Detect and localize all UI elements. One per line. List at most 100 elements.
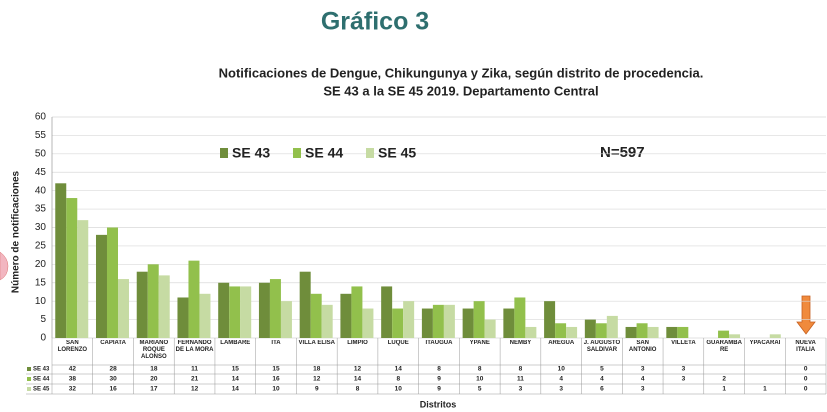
y-tick-label: 35 [35, 204, 47, 215]
table-value: 28 [109, 366, 117, 373]
y-tick-label: 60 [35, 112, 47, 123]
x-tick-label-box: FERNANDO DE LA MORA [176, 340, 214, 353]
x-tick-label-box: YPANE [469, 340, 490, 346]
table-value: 11 [517, 376, 524, 383]
bar [55, 183, 67, 338]
table-value: 11 [191, 366, 198, 373]
table-value: 6 [600, 386, 604, 393]
x-tick-label-box: ÑEMBY [510, 340, 532, 346]
legend-label: SE 44 [305, 145, 343, 161]
table-value: 9 [315, 386, 319, 393]
x-tick-label: YPANE [469, 340, 490, 346]
bar [66, 198, 78, 338]
table-value: 10 [558, 366, 566, 373]
table-value: 4 [641, 376, 645, 383]
table-value: 18 [313, 366, 321, 373]
table-value: 42 [69, 366, 77, 373]
table-value: 10 [476, 376, 484, 383]
table-value: 0 [804, 366, 808, 373]
bar [258, 282, 270, 338]
table-value: 12 [354, 366, 362, 373]
table-value: 9 [437, 386, 441, 393]
x-tick-label: J. AUGUSTO SALDIVAR [583, 340, 621, 353]
x-tick-label: ITA [271, 340, 281, 346]
x-tick-label-box: VILLA ELISA [299, 340, 335, 346]
x-tick-label: NUEVA ITALIA [795, 340, 816, 353]
x-tick-label-box: AREGUA [548, 340, 575, 346]
x-tick-label-box: ITA [271, 340, 281, 346]
y-tick-label: 0 [40, 333, 46, 344]
x-axis-label: Distritos [420, 399, 457, 409]
page-title: Gráfico 3 [321, 8, 429, 36]
table-value: 14 [232, 386, 240, 393]
table-value: 16 [109, 386, 117, 393]
table-value: 8 [437, 366, 441, 373]
y-tick-label: 5 [40, 314, 46, 325]
bar [158, 275, 170, 338]
bar [340, 293, 352, 338]
x-tick-label: VILLETA [671, 340, 696, 346]
table-row-label: SE 44 [33, 377, 50, 383]
table-value: 10 [272, 386, 280, 393]
bar [769, 334, 781, 338]
bar [462, 308, 474, 338]
y-tick-label: 50 [35, 148, 47, 159]
table-value: 14 [354, 376, 362, 383]
bar [229, 286, 241, 338]
x-tick-label-box: YPACARAI [749, 340, 781, 346]
x-tick-label-box: LUQUE [388, 340, 409, 346]
x-tick-label-box: SAN ANTONIO [628, 340, 657, 353]
table-value: 3 [559, 386, 563, 393]
table-value: 14 [232, 376, 240, 383]
bar [443, 304, 455, 338]
arrow [796, 295, 816, 335]
x-tick-label: AREGUA [548, 340, 575, 346]
table-value: 8 [478, 366, 482, 373]
y-tick-label: 40 [35, 185, 47, 196]
annotation: N=597 [600, 144, 645, 161]
x-tick-label-box: J. AUGUSTO SALDIVAR [583, 340, 621, 353]
x-tick-label-box: LAMBARE [220, 340, 250, 346]
table-value: 8 [356, 386, 360, 393]
y-tick-label: 55 [35, 130, 47, 141]
table-value: 3 [682, 366, 686, 373]
table-value: 15 [272, 366, 280, 373]
y-tick-label: 20 [35, 259, 47, 270]
bar [299, 271, 311, 338]
bar [514, 297, 526, 338]
table-value: 4 [559, 376, 563, 383]
x-tick-label: YPACARAI [749, 340, 781, 346]
table-value: 0 [804, 386, 808, 393]
bar [625, 326, 637, 338]
table-value: 4 [600, 376, 604, 383]
x-tick-label: SAN LORENZO [57, 340, 88, 353]
y-tick-label: 25 [35, 241, 47, 252]
table-row-label: SE 43 [33, 367, 50, 373]
table-value: 18 [150, 366, 158, 373]
decoration [0, 251, 9, 281]
legend-label: SE 43 [232, 145, 270, 161]
x-tick-label-box: VILLETA [671, 340, 696, 346]
bar [95, 234, 107, 338]
x-tick-label-box: GUARAMBA RE [706, 340, 742, 353]
bar [595, 323, 607, 338]
table-swatch [27, 387, 31, 391]
bar [392, 308, 404, 338]
table-value: 1 [722, 386, 726, 393]
table-value: 8 [396, 376, 400, 383]
bar [647, 326, 659, 338]
bar [421, 308, 433, 338]
x-tick-label-box: NUEVA ITALIA [795, 340, 816, 353]
bar [117, 279, 129, 338]
table-swatch [27, 367, 31, 371]
table-value: 3 [682, 376, 686, 383]
x-tick-label-box: SAN LORENZO [57, 340, 88, 353]
bar [473, 301, 485, 338]
bar [432, 304, 444, 338]
bar [77, 220, 89, 338]
table-value: 3 [641, 366, 645, 373]
legend-swatch [220, 148, 228, 158]
x-tick-label: SAN ANTONIO [628, 340, 657, 353]
y-tick-label: 30 [35, 222, 47, 233]
table-value: 21 [191, 376, 199, 383]
